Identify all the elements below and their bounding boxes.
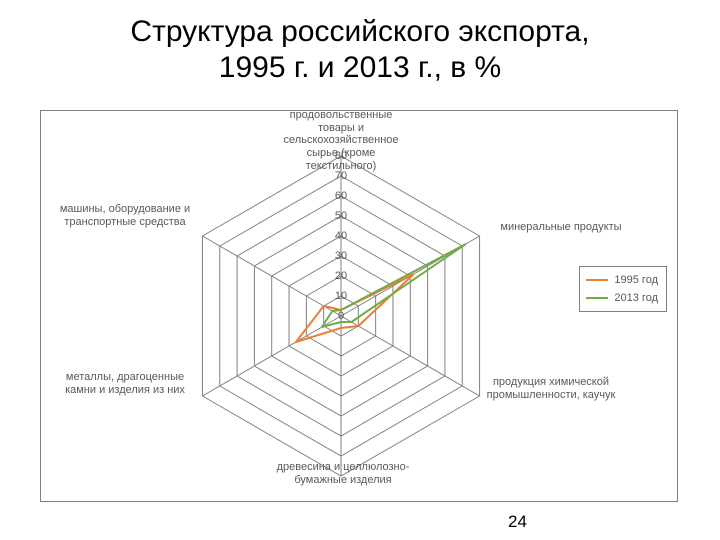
slide-title: Структура российского экспорта, 1995 г. …	[0, 0, 720, 86]
radar-axis-label: машины, оборудование и транспортные сред…	[55, 203, 195, 228]
radar-tick-label: 40	[331, 230, 351, 242]
radar-tick-label: 30	[331, 250, 351, 262]
legend-label: 1995 год	[614, 274, 658, 286]
legend-item: 2013 год	[586, 289, 658, 307]
radar-tick-label: 70	[331, 170, 351, 182]
radar-axis-label: минеральные продукты	[491, 221, 631, 234]
legend-swatch	[586, 279, 608, 281]
title-line-2: 1995 г. и 2013 г., в %	[219, 51, 501, 84]
radar-tick-label: 10	[331, 290, 351, 302]
legend-item: 1995 год	[586, 271, 658, 289]
radar-tick-label: 0	[331, 310, 351, 322]
radar-axis-label: древесина и целлюлозно-бумажные изделия	[273, 461, 413, 486]
title-line-1: Структура российского экспорта,	[130, 15, 589, 48]
page-number: 24	[508, 512, 527, 532]
radar-tick-label: 80	[331, 150, 351, 162]
radar-tick-label: 20	[331, 270, 351, 282]
radar-tick-label: 60	[331, 190, 351, 202]
radar-tick-label: 50	[331, 210, 351, 222]
legend-label: 2013 год	[614, 292, 658, 304]
legend-swatch	[586, 297, 608, 299]
radar-axis-label: металлы, драгоценные камни и изделия из …	[55, 371, 195, 396]
radar-axis-label: продукция химической промышленности, кау…	[481, 376, 621, 401]
radar-chart-container: продовольственные товары и сельскохозяйс…	[40, 110, 678, 502]
radar-axis-label: продовольственные товары и сельскохозяйс…	[271, 109, 411, 172]
legend: 1995 год 2013 год	[579, 266, 667, 312]
